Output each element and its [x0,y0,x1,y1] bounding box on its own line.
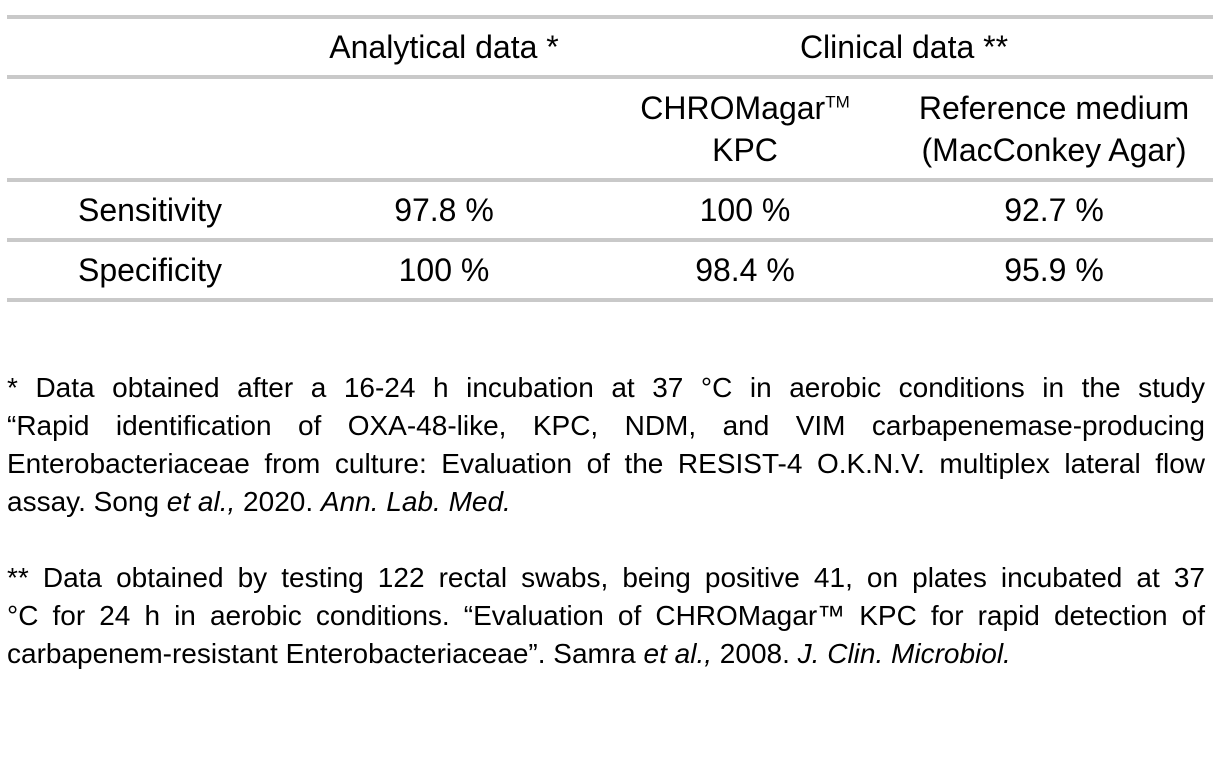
footnote-citation-italic: et al., [166,486,236,517]
chromagar-kpc-line: KPC [712,131,778,168]
footnote-line: assay. Song et al., 2020. Ann. Lab. Med. [7,483,1205,521]
trademark-superscript: TM [825,91,850,111]
specificity-analytical-value: 100 % [398,251,490,288]
sensitivity-reference-value: 92.7 % [1004,191,1104,228]
footnote-citation-italic: J. Clin. Microbiol. [797,638,1011,669]
footnote-line: * Data obtained after a 16-24 h incubati… [7,369,1205,407]
group-header-clinical: Clinical data ** [799,28,1009,65]
chromagar-name-line: CHROMagarTM [595,87,895,129]
footnote-text: Enterobacteriaceae from culture: Evaluat… [7,448,1205,479]
table-row-sensitivity: Sensitivity 97.8 % 100 % 92.7 % [7,180,1213,240]
empty-cell [7,17,293,77]
sensitivity-analytical-value: 97.8 % [394,191,494,228]
empty-cell [7,77,293,180]
footnote-line: carbapenem-resistant Enterobacteriaceae”… [7,635,1205,673]
group-header-analytical: Analytical data * [329,28,559,65]
footnote-text: assay. Song [7,486,167,517]
sensitivity-chromagar-value: 100 % [699,191,791,228]
footnote-text: carbapenem-resistant Enterobacteriaceae”… [7,638,644,669]
footnote-text: 2008. [712,638,798,669]
table-group-header-row: Analytical data * Clinical data ** [7,17,1213,77]
footnote-analytical: * Data obtained after a 16-24 h incubati… [7,369,1205,521]
row-label-sensitivity: Sensitivity [77,191,223,228]
empty-cell [293,77,595,180]
footnote-text: 2020. [235,486,321,517]
specificity-chromagar-value: 98.4 % [695,251,795,288]
footnote-line: “Rapid identification of OXA-48-like, KP… [7,407,1205,445]
footnote-text: “Rapid identification of OXA-48-like, KP… [7,410,1205,441]
table-row-specificity: Specificity 100 % 98.4 % 95.9 % [7,240,1213,300]
performance-table: Analytical data * Clinical data ** CHROM… [7,15,1213,302]
column-header-reference-medium: Reference medium (MacConkey Agar) [895,77,1213,180]
reference-medium-line2: (MacConkey Agar) [921,131,1187,168]
footnote-citation-italic: et al., [643,638,713,669]
footnote-text: °C for 24 h in aerobic conditions. “Eval… [7,600,1205,631]
specificity-reference-value: 95.9 % [1004,251,1104,288]
table-column-header-row: CHROMagarTM KPC Reference medium (MacCon… [7,77,1213,180]
footnote-line: Enterobacteriaceae from culture: Evaluat… [7,445,1205,483]
footnote-line: ** Data obtained by testing 122 rectal s… [7,559,1205,597]
chromagar-name: CHROMagar [640,89,826,126]
row-label-specificity: Specificity [77,251,223,288]
reference-medium-line1: Reference medium [918,89,1190,126]
footnote-citation-italic: Ann. Lab. Med. [320,486,511,517]
footnote-line: °C for 24 h in aerobic conditions. “Eval… [7,597,1205,635]
footnote-text: * Data obtained after a 16-24 h incubati… [7,372,1205,403]
footnote-clinical: ** Data obtained by testing 122 rectal s… [7,559,1205,673]
footnotes-section: * Data obtained after a 16-24 h incubati… [7,369,1205,673]
footnote-text: ** Data obtained by testing 122 rectal s… [7,562,1205,593]
column-header-chromagar-kpc: CHROMagarTM KPC [595,77,895,180]
